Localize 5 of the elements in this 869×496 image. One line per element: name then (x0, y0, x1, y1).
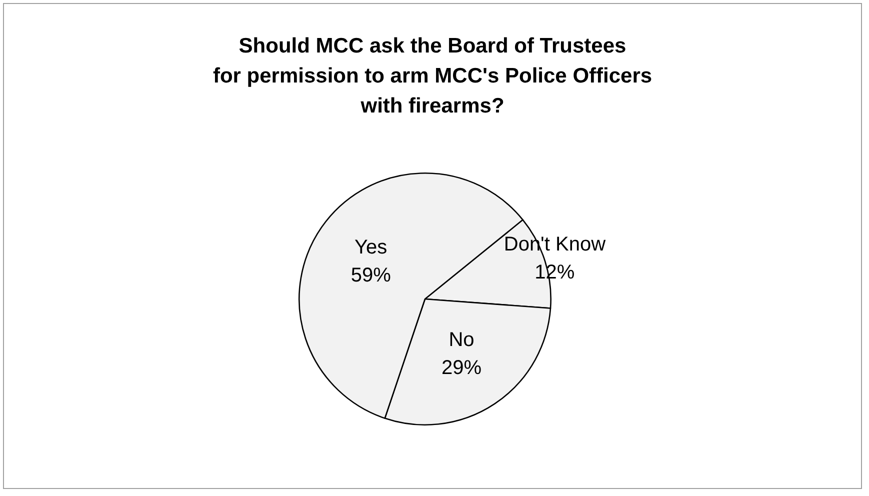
slice-label: Yes (354, 236, 388, 258)
slice-label: No (448, 328, 474, 351)
data-label: 59% (350, 264, 392, 286)
data-label: 29% (441, 356, 482, 379)
chart-title: Should MCC ask the Board of Trustees for permission to arm MCC's Police Officers with firearms? (212, 34, 652, 118)
